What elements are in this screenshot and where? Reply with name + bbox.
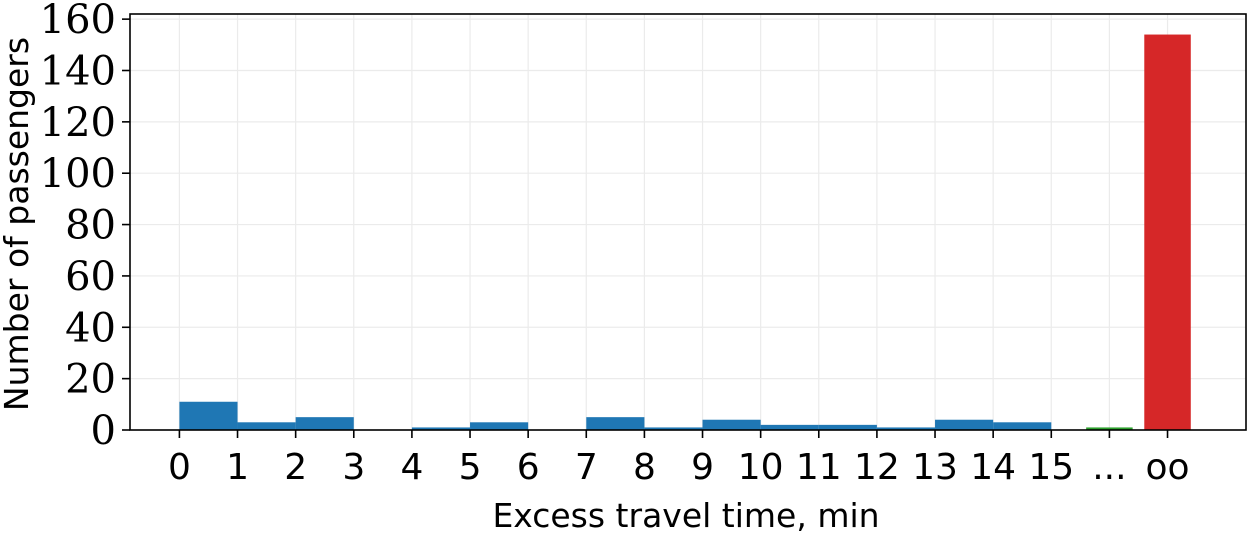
x-tick-label: 11 xyxy=(796,447,842,488)
x-tick-label: 15 xyxy=(1028,447,1074,488)
x-tick-label: 12 xyxy=(854,447,900,488)
histogram-bar xyxy=(179,401,238,430)
y-tick-label: 0 xyxy=(91,408,116,454)
x-tick-label: 9 xyxy=(691,447,714,488)
y-tick-label: 40 xyxy=(65,305,116,351)
histogram-bar xyxy=(586,417,645,430)
x-tick-label: 4 xyxy=(400,447,423,488)
x-tick-label: 8 xyxy=(633,447,656,488)
y-tick-label: 20 xyxy=(65,357,116,403)
histogram-bar xyxy=(818,424,877,430)
y-tick-label: 80 xyxy=(65,203,116,249)
histogram-bar xyxy=(702,419,761,430)
histogram-bar xyxy=(993,422,1052,430)
histogram-bar xyxy=(935,419,994,430)
x-axis-label: Excess travel time, min xyxy=(492,496,879,535)
histogram-bar xyxy=(470,422,529,430)
y-tick-label: 100 xyxy=(40,151,116,197)
y-tick-label: 60 xyxy=(65,254,116,300)
plot-frame xyxy=(129,13,1247,431)
x-tick-label: 7 xyxy=(575,447,598,488)
x-tick-label: oo xyxy=(1146,447,1190,488)
grid-lines xyxy=(130,14,1246,431)
x-tick-label: 2 xyxy=(284,447,307,488)
x-axis-ticks: 0 1 2 3 4 5 6 7 8 9 10 11 12 13 14 15... oo xyxy=(168,430,1190,488)
x-tick-label: ... xyxy=(1092,447,1126,488)
x-tick-label: 10 xyxy=(738,447,784,488)
y-axis-label: Number of passengers xyxy=(0,37,36,411)
bars xyxy=(179,34,1191,430)
y-axis-ticks: 0 20 40 60 80 100 120 140 160 xyxy=(40,0,130,454)
histogram-bar xyxy=(1086,427,1133,430)
x-tick-label: 14 xyxy=(970,447,1016,488)
histogram-bar xyxy=(295,417,354,430)
x-tick-label: 5 xyxy=(459,447,482,488)
histogram-bar xyxy=(1144,34,1191,430)
histogram-bar xyxy=(760,424,819,430)
y-tick-label: 120 xyxy=(40,100,116,146)
x-tick-label: 3 xyxy=(342,447,365,488)
histogram-bar xyxy=(644,427,703,430)
x-tick-label: 6 xyxy=(517,447,540,488)
x-tick-label: 0 xyxy=(168,447,191,488)
y-tick-label: 160 xyxy=(40,0,116,43)
y-tick-label: 140 xyxy=(40,48,116,94)
histogram-bar xyxy=(876,427,936,430)
histogram-bar xyxy=(411,427,471,430)
x-tick-label: 13 xyxy=(912,447,958,488)
histogram-bar xyxy=(237,422,296,430)
x-tick-label: 1 xyxy=(226,447,249,488)
